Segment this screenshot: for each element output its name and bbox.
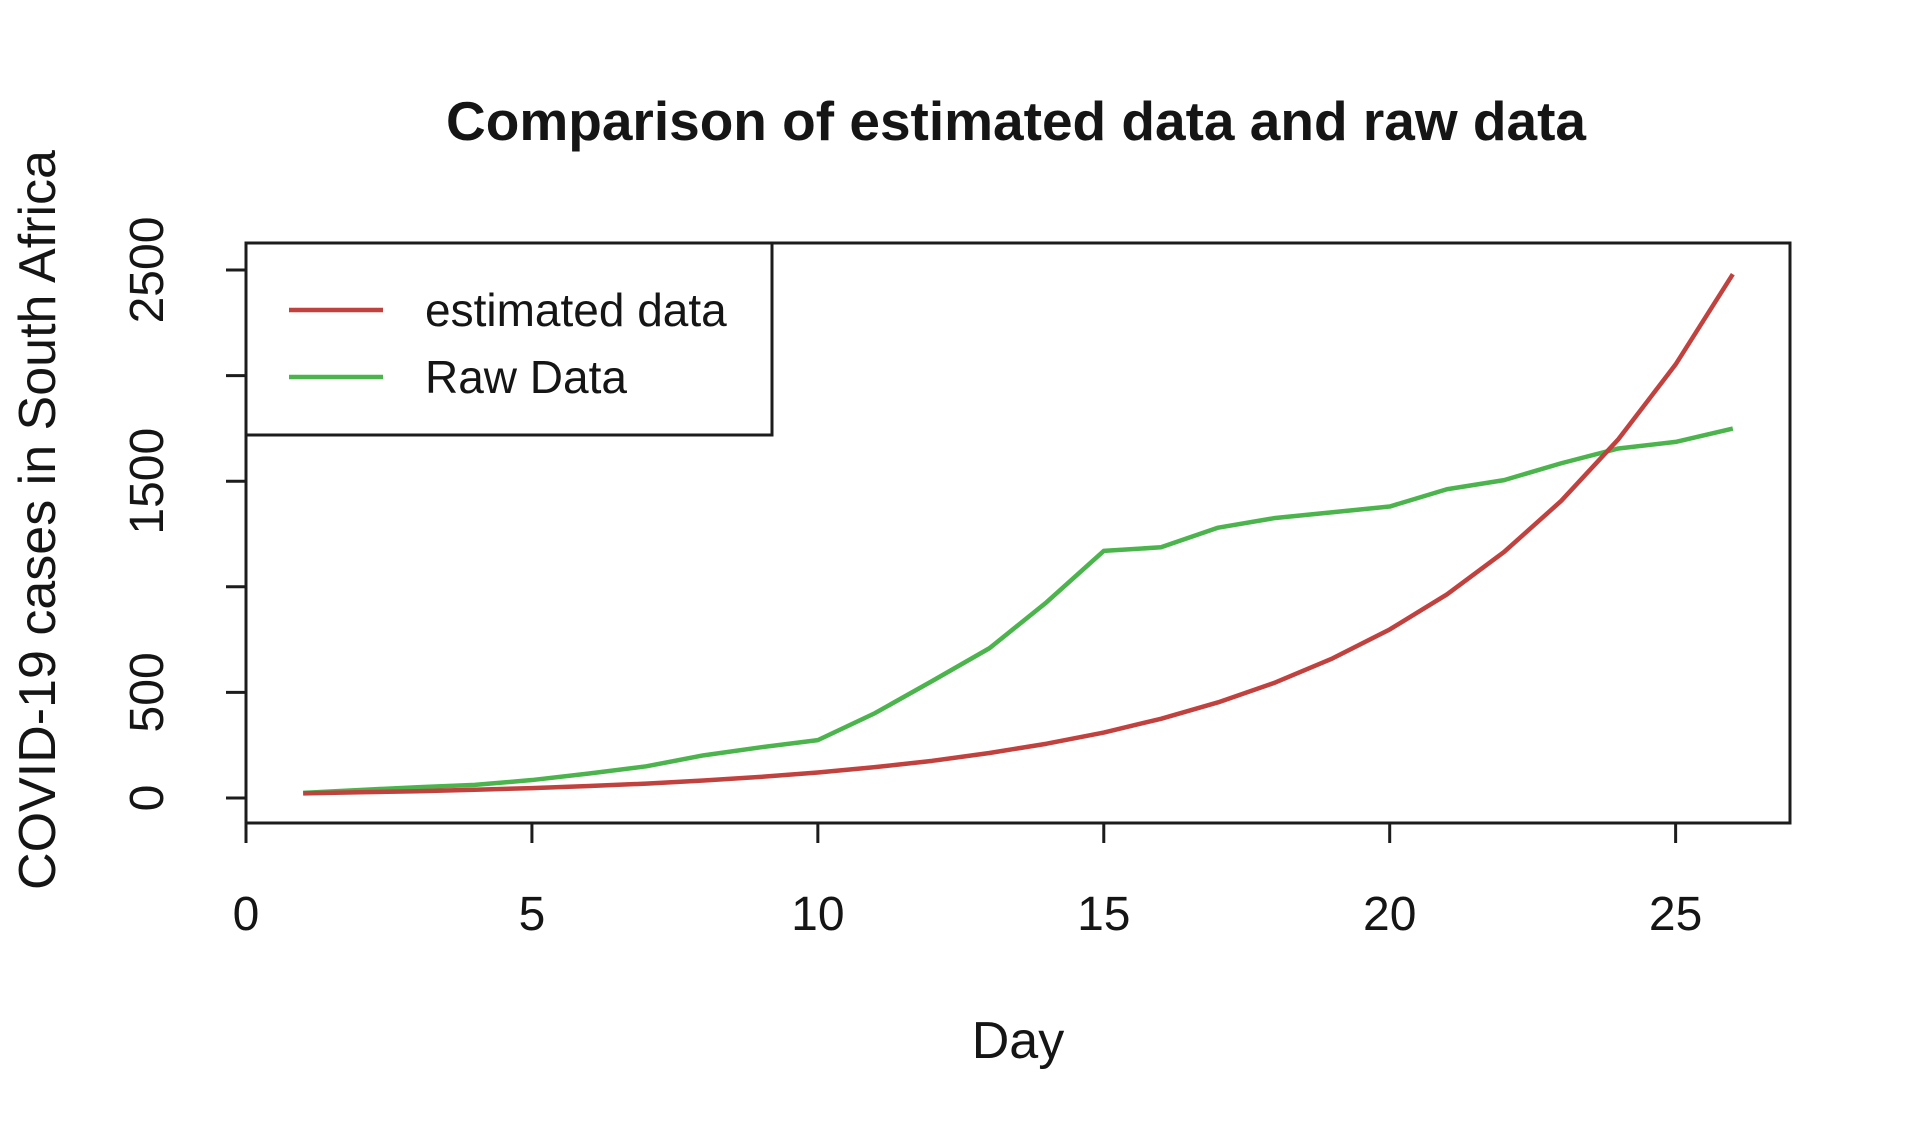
x-tick-label: 20	[1363, 888, 1416, 941]
plot-layer: 0 5 10 15 20 25 0 500 1500 2500	[121, 217, 1735, 941]
legend-label-raw-data: Raw Data	[425, 351, 627, 403]
legend: estimated data Raw Data	[244, 241, 774, 437]
x-tick-label: 15	[1077, 888, 1130, 941]
x-tick-label: 10	[791, 888, 844, 941]
y-tick-label: 2500	[121, 217, 174, 324]
x-tick-label: 25	[1649, 888, 1702, 941]
y-tick-label: 500	[121, 652, 174, 732]
plot-border	[244, 241, 1792, 825]
y-tick-label: 0	[121, 785, 174, 812]
estimated-data-line	[303, 273, 1735, 796]
y-tick-label: 1500	[121, 428, 174, 535]
x-axis-label: Day	[972, 1012, 1064, 1070]
x-tick-label: 0	[233, 888, 260, 941]
x-tick-label: 5	[519, 888, 546, 941]
y-axis-label: COVID-19 cases in South Africa	[9, 150, 67, 890]
chart-title: Comparison of estimated data and raw dat…	[446, 90, 1586, 152]
legend-box	[244, 241, 774, 437]
raw-data-line	[303, 426, 1734, 796]
legend-label-estimated-data: estimated data	[425, 284, 727, 336]
